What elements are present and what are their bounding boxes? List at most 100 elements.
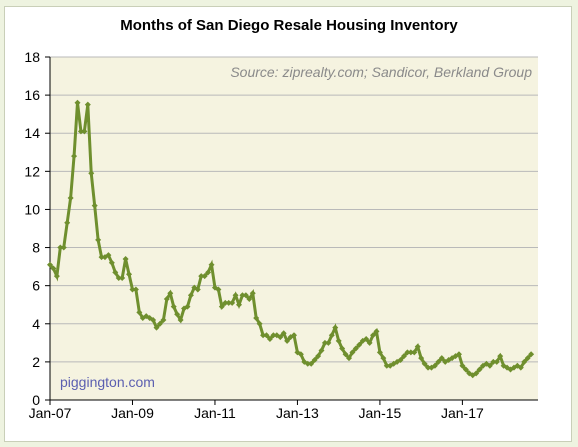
data-point bbox=[253, 315, 260, 322]
y-axis-ticks: 0 2 4 6 8 10 12 14 16 18 bbox=[24, 49, 50, 408]
data-point bbox=[407, 349, 414, 356]
x-tick-label: Jan-13 bbox=[276, 405, 319, 421]
data-point bbox=[160, 316, 167, 323]
data-point bbox=[370, 332, 377, 339]
plot-area bbox=[50, 57, 538, 400]
data-point bbox=[400, 353, 407, 360]
data-point bbox=[339, 345, 346, 352]
y-tick-label: 8 bbox=[32, 240, 40, 256]
data-point bbox=[256, 320, 263, 327]
data-point bbox=[242, 292, 249, 299]
data-point bbox=[383, 362, 390, 369]
data-point bbox=[67, 195, 74, 202]
data-point bbox=[345, 355, 352, 362]
data-point bbox=[497, 353, 504, 360]
watermark-label: piggington.com bbox=[60, 374, 155, 390]
data-point bbox=[411, 349, 418, 356]
data-point bbox=[222, 299, 229, 306]
x-tick-label: Jan-11 bbox=[194, 405, 236, 421]
data-point bbox=[528, 351, 535, 358]
data-point bbox=[174, 311, 181, 318]
data-point bbox=[112, 269, 119, 276]
data-point bbox=[517, 364, 524, 371]
data-point bbox=[84, 101, 91, 108]
chart-title: Months of San Diego Resale Housing Inven… bbox=[120, 17, 458, 34]
data-point bbox=[431, 362, 438, 369]
y-tick-label: 0 bbox=[32, 392, 40, 408]
data-point bbox=[373, 328, 380, 335]
data-point bbox=[297, 351, 304, 358]
data-point bbox=[205, 269, 212, 276]
data-point bbox=[249, 290, 256, 297]
data-point bbox=[421, 360, 428, 367]
data-point bbox=[455, 351, 462, 358]
gridlines bbox=[50, 56, 538, 363]
data-point bbox=[462, 366, 469, 373]
data-point bbox=[366, 339, 373, 346]
data-point bbox=[47, 261, 53, 268]
data-point bbox=[246, 296, 253, 303]
data-point bbox=[266, 336, 273, 343]
y-tick-label: 16 bbox=[24, 87, 40, 103]
data-point bbox=[218, 303, 225, 310]
data-point bbox=[380, 355, 387, 362]
data-point bbox=[486, 362, 493, 369]
data-point bbox=[194, 286, 201, 293]
data-point bbox=[187, 292, 194, 299]
data-point bbox=[53, 273, 60, 280]
data-point bbox=[425, 364, 432, 371]
y-tick-label: 12 bbox=[24, 163, 40, 179]
data-point bbox=[119, 275, 126, 282]
data-point bbox=[153, 324, 160, 331]
x-axis-ticks: Jan-07 Jan-09 Jan-11 Jan-13 Jan-15 Jan-17 bbox=[29, 400, 484, 421]
data-point bbox=[352, 345, 359, 352]
data-point bbox=[108, 259, 115, 266]
data-point bbox=[318, 347, 325, 354]
y-tick-label: 10 bbox=[24, 201, 40, 217]
data-point bbox=[493, 358, 500, 365]
data-point bbox=[136, 309, 143, 316]
data-point bbox=[328, 332, 335, 339]
data-point bbox=[81, 128, 88, 135]
data-point bbox=[263, 332, 270, 339]
data-point bbox=[414, 343, 421, 350]
data-point bbox=[363, 336, 370, 343]
data-point bbox=[98, 254, 105, 261]
data-point bbox=[198, 273, 205, 280]
data-point bbox=[88, 170, 95, 177]
data-point bbox=[50, 265, 57, 272]
data-point bbox=[325, 339, 332, 346]
y-tick-label: 6 bbox=[32, 278, 40, 294]
data-point bbox=[490, 358, 497, 365]
data-point bbox=[311, 356, 318, 363]
data-point bbox=[177, 316, 184, 323]
data-point bbox=[60, 244, 67, 251]
data-point bbox=[122, 255, 129, 262]
series-points bbox=[47, 99, 535, 379]
data-point bbox=[201, 273, 208, 280]
data-point bbox=[239, 292, 246, 299]
data-point bbox=[438, 355, 445, 362]
data-point bbox=[91, 202, 98, 209]
data-point bbox=[101, 254, 108, 261]
y-tick-label: 14 bbox=[24, 125, 40, 141]
data-point bbox=[277, 334, 284, 341]
data-point bbox=[435, 358, 442, 365]
data-point bbox=[376, 349, 383, 356]
y-tick-label: 2 bbox=[32, 354, 40, 370]
data-point bbox=[304, 360, 311, 367]
data-point bbox=[156, 320, 163, 327]
data-point bbox=[225, 299, 232, 306]
data-point bbox=[57, 244, 64, 251]
data-point bbox=[524, 355, 531, 362]
data-point bbox=[260, 332, 267, 339]
data-point bbox=[150, 316, 157, 323]
data-point bbox=[95, 236, 102, 243]
data-point bbox=[397, 356, 404, 363]
data-point bbox=[236, 301, 243, 308]
data-point bbox=[335, 337, 342, 344]
data-point bbox=[476, 366, 483, 373]
x-tick-label: Jan-17 bbox=[441, 405, 484, 421]
data-point bbox=[349, 349, 356, 356]
